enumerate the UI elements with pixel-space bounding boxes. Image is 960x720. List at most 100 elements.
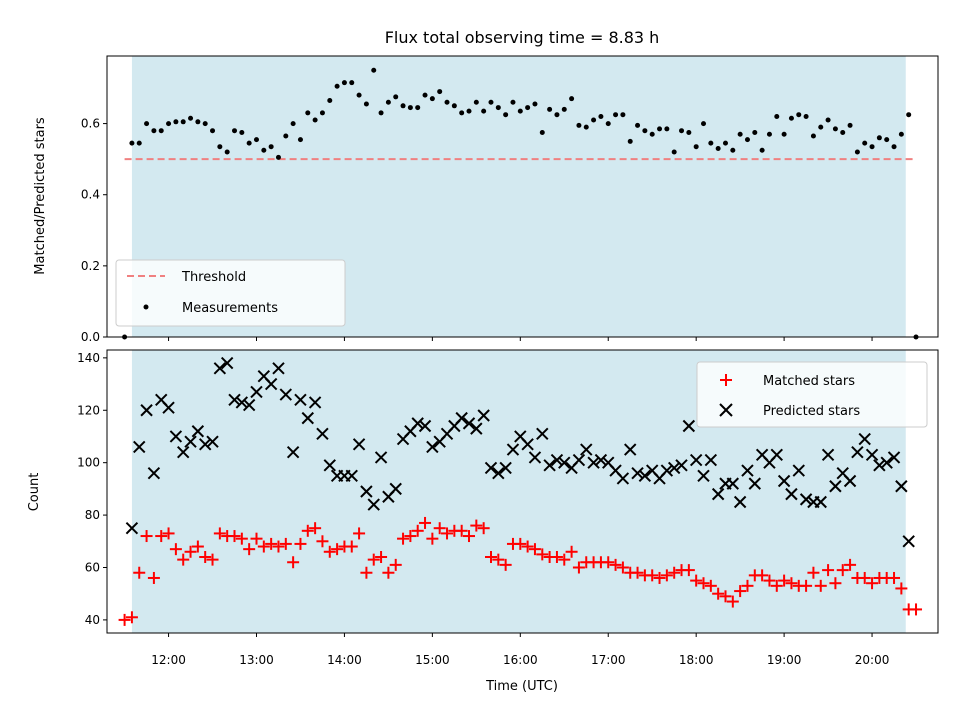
predicted-star-point	[470, 422, 483, 435]
measurement-point	[649, 131, 655, 137]
measurement-point	[422, 92, 428, 98]
predicted-star-point	[821, 448, 835, 462]
matched-star-point	[888, 571, 901, 584]
measurement-point	[869, 144, 875, 150]
predicted-star-point	[858, 432, 871, 446]
measurement-point	[532, 101, 538, 107]
measurement-point	[429, 96, 435, 102]
matched-star-point	[133, 566, 146, 579]
y-tick-label: 120	[77, 403, 100, 417]
predicted-star-point	[895, 480, 908, 493]
measurement-point	[356, 92, 362, 98]
legend-measurements-swatch	[143, 304, 149, 310]
matched-star-point	[243, 543, 256, 556]
predicted-star-point	[462, 417, 476, 430]
measurement-point	[832, 126, 838, 132]
matched-star-point	[382, 566, 395, 579]
measurement-point	[195, 119, 201, 125]
measurement-point	[319, 110, 325, 116]
matched-star-point	[653, 571, 666, 584]
measurement-point	[906, 112, 912, 118]
matched-star-point	[250, 532, 263, 545]
predicted-star-point	[367, 498, 380, 511]
matched-star-point	[726, 595, 739, 608]
matched-star-point	[323, 545, 336, 558]
measurement-point	[459, 110, 465, 116]
predicted-star-point	[301, 411, 314, 425]
predicted-star-point	[455, 411, 468, 425]
matched-star-point	[756, 569, 769, 582]
predicted-star-point	[125, 521, 139, 535]
predicted-star-point	[264, 377, 278, 391]
measurement-point	[576, 122, 582, 128]
measurement-point	[290, 121, 296, 127]
measurement-point	[774, 113, 780, 119]
matched-star-point	[367, 553, 380, 566]
measurement-point	[547, 106, 553, 112]
matched-star-point	[660, 569, 673, 582]
measurement-point	[275, 154, 281, 160]
measurement-point	[796, 112, 802, 118]
measurement-point	[151, 128, 157, 134]
measurement-point	[825, 117, 831, 123]
predicted-star-point	[843, 474, 857, 488]
matched-star-point	[316, 535, 329, 548]
legend-matched-swatch	[720, 374, 732, 386]
matched-star-point	[631, 566, 644, 579]
count-y-axis-label: Count	[27, 473, 42, 512]
measurement-point	[268, 144, 274, 150]
matched-star-point	[814, 579, 827, 592]
legend-measurements-label: Measurements	[182, 301, 278, 316]
measurement-point	[730, 147, 736, 153]
measurement-point	[253, 137, 259, 143]
predicted-star-point	[316, 427, 329, 441]
matched-star-point	[441, 527, 454, 540]
y-tick-label: 0.4	[81, 188, 100, 202]
ratio-legend-box	[115, 259, 346, 327]
y-tick-label: 40	[85, 613, 100, 627]
chart-title: Flux total observing time = 8.83 h	[385, 28, 660, 47]
predicted-star-point	[162, 401, 175, 414]
matched-star-point	[353, 527, 366, 540]
legend-matched-label: Matched stars	[763, 374, 855, 389]
predicted-star-point	[785, 487, 798, 501]
ratio-panel: 0.0 0.2 0.4 0.6 Matched/Predicted stars Thr…	[33, 55, 939, 344]
measurement-point	[283, 133, 289, 139]
predicted-star-point	[777, 474, 791, 488]
measurement-point	[898, 131, 904, 137]
predicted-star-point	[308, 396, 322, 409]
matched-star-point	[279, 537, 292, 550]
legend-predicted-swatch	[719, 403, 733, 417]
x-tick-label: 20:00	[855, 653, 890, 667]
measurement-point	[701, 121, 707, 127]
predicted-star-point	[667, 461, 681, 475]
measurement-point	[627, 138, 633, 144]
predicted-star-point	[220, 356, 234, 370]
predicted-star-point	[499, 461, 512, 475]
matched-star-point	[572, 561, 585, 574]
measurement-point	[210, 128, 216, 134]
predicted-star-point	[814, 495, 827, 509]
matched-star-point	[331, 543, 344, 556]
measurement-point	[173, 119, 179, 125]
matched-star-point	[704, 579, 717, 592]
measurement-point	[781, 131, 787, 137]
count-x-axis-ticks: 12:00 13:00 14:00 15:00 16:00 17:00 18:00 19:00…	[151, 633, 889, 667]
measurement-point	[613, 112, 619, 118]
ratio-panel-frame	[106, 55, 939, 338]
matched-star-point	[162, 527, 175, 540]
predicted-star-point	[528, 451, 542, 464]
count-y-axis-ticks: 40 60 80 100 120 140	[77, 351, 107, 627]
matched-star-point	[191, 540, 204, 553]
predicted-star-point	[792, 464, 805, 477]
matched-star-point	[822, 564, 835, 577]
measurement-point	[598, 113, 604, 119]
matched-star-point	[763, 574, 776, 587]
predicted-star-point	[594, 453, 608, 467]
measurement-point	[803, 113, 809, 119]
predicted-star-point	[374, 451, 388, 464]
measurement-point	[473, 99, 479, 105]
measurement-point	[341, 80, 347, 86]
matched-star-point	[602, 556, 615, 569]
matched-star-point	[646, 569, 659, 582]
